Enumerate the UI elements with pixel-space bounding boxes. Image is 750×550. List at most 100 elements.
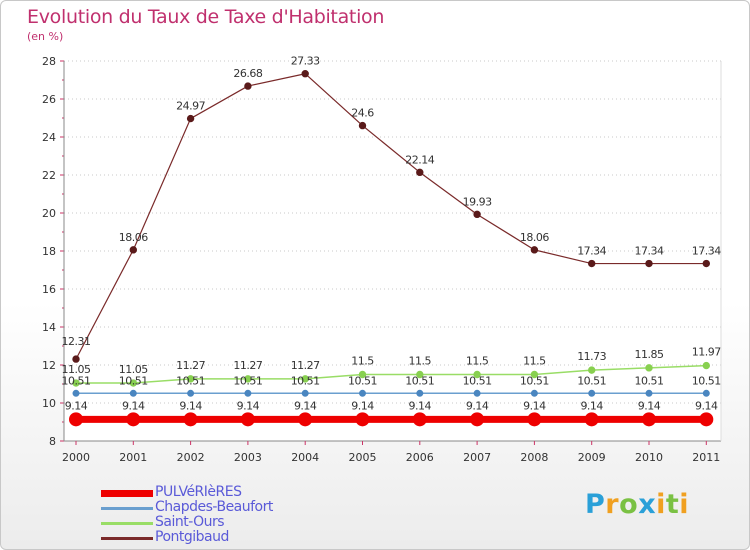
x-tick-label: 2010 (635, 451, 663, 464)
data-point (527, 412, 542, 427)
data-point (183, 412, 198, 427)
data-point (530, 246, 539, 254)
data-point (301, 375, 309, 383)
data-label: 17.34 (635, 245, 664, 258)
y-tick-label: 16 (42, 283, 56, 296)
data-label: 9.14 (179, 399, 202, 412)
data-point (416, 370, 424, 379)
data-point (301, 389, 309, 397)
data-label: 24.97 (176, 100, 205, 113)
data-point (244, 389, 252, 397)
legend-label: Saint-Ours (155, 514, 225, 530)
data-label: 10.51 (635, 374, 664, 387)
data-label: 11.5 (351, 355, 374, 368)
data-label: 10.51 (62, 374, 91, 387)
legend-label: Pontgibaud (155, 529, 229, 545)
data-label: 11.27 (291, 359, 320, 372)
legend-swatch (101, 507, 153, 510)
data-label: 11.5 (523, 355, 546, 368)
proxiti-logo: Proxiti (585, 489, 689, 520)
logo-letter: o (619, 489, 639, 520)
series-line (76, 364, 707, 384)
x-tick-label: 2005 (349, 451, 377, 464)
data-point (359, 389, 366, 397)
data-label: 24.6 (351, 107, 374, 120)
x-tick-label: 2006 (406, 451, 434, 464)
data-label: 18.06 (520, 231, 549, 244)
data-label: 9.14 (237, 399, 260, 412)
data-label: 9.14 (122, 399, 145, 412)
logo-letter: x (638, 489, 657, 520)
data-point (186, 114, 195, 123)
data-point (187, 389, 195, 397)
data-point (473, 370, 481, 379)
legend-swatch (101, 522, 153, 525)
data-point (530, 389, 538, 397)
x-tick-label: 2002 (177, 451, 205, 464)
data-point (645, 364, 653, 372)
y-tick-label: 22 (42, 169, 56, 182)
data-label: 10.51 (577, 374, 606, 387)
data-point (416, 389, 424, 397)
data-point (355, 412, 370, 427)
y-tick-label: 8 (49, 435, 56, 448)
data-point (129, 379, 138, 387)
legend-label: PULVéRIèRES (155, 484, 242, 500)
data-label: 11.27 (176, 359, 205, 372)
x-tick-label: 2000 (62, 451, 90, 464)
data-label: 17.34 (692, 245, 721, 258)
data-label: 11.97 (692, 346, 721, 359)
y-tick-label: 26 (42, 93, 56, 106)
data-label: 10.51 (463, 374, 492, 387)
series-line (75, 73, 707, 360)
data-point (588, 389, 596, 397)
data-label: 10.51 (233, 374, 262, 387)
data-label: 9.14 (580, 399, 603, 412)
y-tick-label: 24 (42, 131, 56, 144)
data-point (72, 389, 80, 397)
data-point (244, 375, 252, 383)
data-label: 10.51 (176, 374, 205, 387)
data-point (129, 246, 138, 254)
data-label: 11.05 (62, 363, 91, 376)
data-label: 10.51 (348, 374, 377, 387)
data-point (588, 366, 596, 374)
x-tick-label: 2001 (119, 451, 147, 464)
unit-label: (en %) (27, 30, 64, 43)
data-label: 12.31 (62, 335, 91, 348)
data-point (358, 370, 367, 379)
data-label: 9.14 (523, 399, 546, 412)
data-point (584, 412, 599, 427)
chart-title: Evolution du Taux de Taxe d'Habitation (27, 6, 385, 28)
data-point (588, 259, 596, 268)
data-label: 10.51 (692, 374, 721, 387)
data-label: 11.27 (233, 359, 262, 372)
data-label: 26.68 (233, 67, 262, 80)
logo-letter: r (605, 489, 620, 520)
data-point (416, 168, 424, 177)
x-tick-label: 2011 (692, 451, 720, 464)
data-label: 17.34 (577, 245, 606, 258)
data-label: 11.85 (635, 348, 664, 361)
data-point (186, 375, 195, 383)
data-label: 9.14 (638, 399, 661, 412)
y-tick-label: 10 (42, 397, 56, 410)
y-tick-label: 12 (42, 359, 56, 372)
x-tick-label: 2009 (578, 451, 606, 464)
data-point (69, 412, 83, 427)
data-label: 10.51 (405, 374, 434, 387)
data-label: 10.51 (119, 374, 148, 387)
data-point (240, 412, 255, 427)
x-tick-label: 2004 (291, 451, 319, 464)
data-point (473, 210, 481, 219)
logo-letter: i (656, 489, 666, 520)
data-label: 11.5 (409, 355, 432, 368)
data-label: 9.14 (65, 399, 88, 412)
y-tick-label: 18 (42, 245, 56, 258)
data-point (473, 389, 481, 397)
x-tick-label: 2003 (234, 451, 262, 464)
data-point (530, 370, 539, 379)
data-point (72, 379, 80, 387)
y-tick-label: 28 (42, 55, 56, 68)
